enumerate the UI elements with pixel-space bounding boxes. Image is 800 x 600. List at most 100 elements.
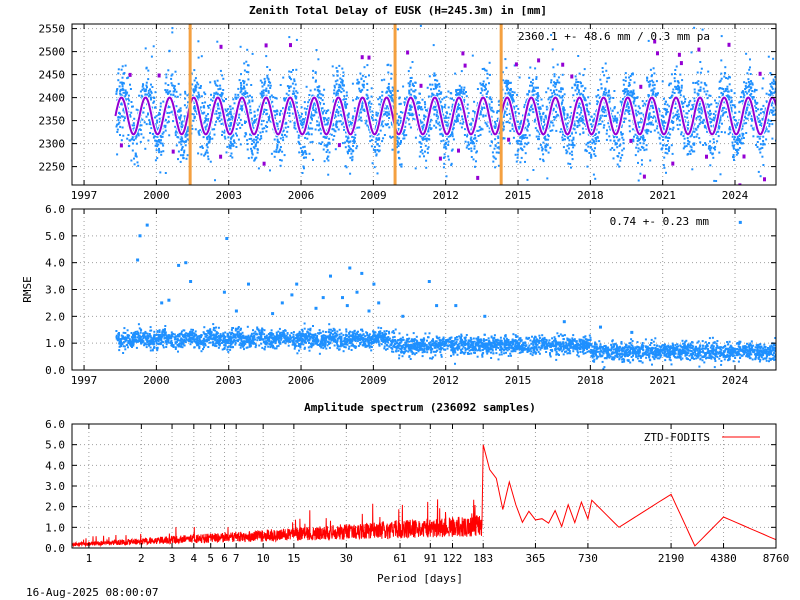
ztd-data-point	[126, 91, 129, 94]
ztd-data-point	[474, 112, 477, 115]
ztd-data-point	[403, 129, 406, 132]
ztd-data-point	[320, 143, 322, 145]
ztd-data-point	[681, 102, 684, 105]
ztd-data-point	[200, 153, 203, 156]
ztd-data-point	[746, 86, 749, 89]
ztd-data-point	[535, 86, 538, 89]
ztd-data-point	[626, 109, 629, 112]
ztd-data-point	[228, 117, 230, 120]
ztd-data-point	[765, 128, 768, 131]
ztd-data-point	[696, 126, 699, 129]
ztd-data-point	[238, 79, 241, 82]
ztd-data-point	[546, 144, 549, 147]
ztd-data-point	[627, 94, 630, 96]
ztd-data-point	[174, 134, 177, 137]
ztd-data-point	[295, 90, 298, 93]
ztd-data-point	[253, 141, 255, 144]
ztd-data-point	[326, 144, 329, 147]
ztd-data-point	[687, 139, 690, 142]
ztd-data-point	[459, 108, 462, 111]
ztd-data-point	[282, 76, 285, 79]
ztd-data-point	[601, 67, 604, 69]
ztd-data-point	[613, 107, 616, 110]
ztd-data-point	[167, 69, 170, 72]
ztd-data-point	[303, 118, 306, 121]
ztd-data-point	[564, 118, 567, 121]
ztd-data-point	[750, 115, 753, 118]
ztd-data-point	[252, 126, 255, 129]
ztd-data-point	[682, 102, 685, 105]
ztd-data-point	[352, 150, 355, 152]
ztd-data-point	[476, 102, 479, 105]
ztd-data-point	[468, 123, 471, 126]
ztd-data-point	[278, 113, 281, 116]
ztd-data-point	[594, 137, 597, 139]
ztd-data-point	[259, 138, 261, 141]
ztd-data-point	[494, 166, 497, 169]
ztd-data-point	[266, 112, 269, 115]
ztd-data-point	[215, 120, 218, 123]
ztd-data-point	[413, 90, 416, 93]
ztd-data-point	[628, 76, 631, 79]
ztd-data-point	[390, 121, 393, 124]
ztd-data-point	[566, 116, 569, 119]
ztd-data-point	[756, 135, 759, 138]
ztd-data-point	[243, 85, 245, 88]
ztd-data-point	[235, 97, 238, 100]
ztd-data-point	[335, 94, 338, 97]
ztd-data-point	[348, 141, 351, 144]
ztd-data-point	[709, 147, 712, 150]
ztd-data-point	[667, 131, 670, 134]
ztd-data-point	[744, 85, 747, 87]
ztd-data-point	[727, 90, 730, 93]
ztd-data-point	[298, 116, 301, 119]
ztd-data-point	[214, 123, 217, 126]
ztd-data-point	[321, 107, 324, 110]
ztd-data-point	[639, 135, 642, 138]
ztd-data-point	[219, 69, 222, 72]
ztd-data-point	[527, 112, 530, 115]
ztd-data-point	[494, 126, 497, 129]
ztd-data-point	[773, 91, 776, 94]
ztd-data-point	[443, 153, 446, 156]
ztd-data-point	[658, 136, 661, 139]
ztd-data-point	[146, 86, 148, 89]
ztd-data-point	[449, 113, 452, 116]
ztd-data-point	[221, 74, 224, 77]
ztd-data-point	[774, 109, 776, 112]
ztd-data-point	[698, 102, 701, 105]
ztd-data-point	[634, 96, 637, 99]
ztd-data-point	[423, 114, 426, 117]
ztd-data-point	[544, 146, 547, 149]
ztd-data-point	[489, 144, 492, 147]
ztd-data-point	[580, 120, 583, 123]
ztd-data-point	[698, 110, 701, 113]
ztd-data-point	[243, 62, 246, 65]
ztd-data-point	[558, 90, 561, 93]
ztd-data-point	[706, 111, 709, 114]
ztd-data-point	[145, 66, 148, 69]
ztd-data-point	[772, 82, 775, 85]
ztd-data-point	[592, 139, 595, 142]
ztd-data-point	[231, 107, 234, 110]
ztd-data-point	[197, 91, 200, 94]
ztd-data-point	[120, 68, 123, 71]
ztd-data-point	[602, 126, 605, 129]
ztd-data-point	[293, 92, 296, 95]
ztd-data-point	[604, 88, 607, 91]
ztd-data-point	[345, 98, 348, 101]
ztd-data-point	[672, 116, 675, 119]
ztd-data-point	[712, 119, 715, 122]
ztd-data-point	[502, 137, 505, 140]
ztd-data-point	[548, 125, 551, 128]
ztd-data-point	[662, 164, 665, 167]
ztd-data-point	[613, 139, 616, 142]
ztd-data-point	[337, 110, 340, 113]
ztd-data-point	[631, 73, 634, 76]
ztd-data-point	[481, 68, 484, 70]
ztd-data-point	[121, 65, 124, 68]
ztd-data-point	[312, 76, 315, 79]
ztd-data-point	[340, 123, 343, 126]
ztd-data-point	[759, 175, 762, 178]
ztd-data-point	[317, 94, 320, 97]
